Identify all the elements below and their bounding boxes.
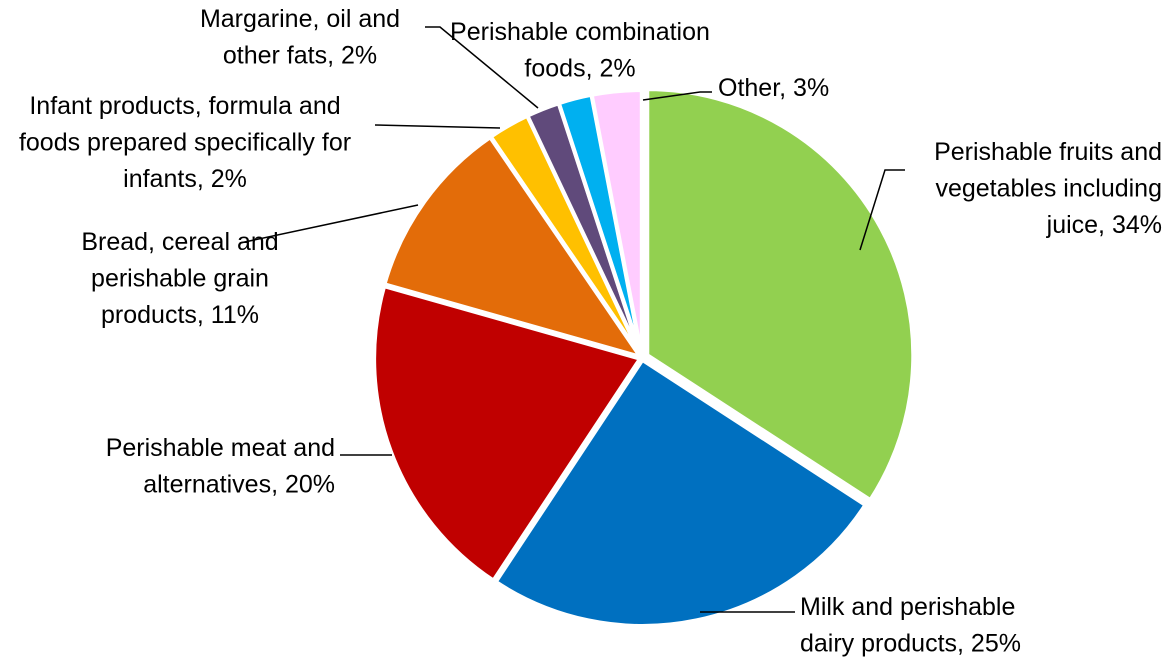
data-label-line: dairy products, 25%	[800, 630, 1021, 658]
data-label-infant-products-formula-and-foods-prepared-specifically-for-infants: Infant products, formula and foods prepar…	[19, 92, 351, 193]
data-label-line: other fats, 2%	[223, 42, 377, 70]
data-label-line: Infant products, formula and	[29, 92, 340, 120]
data-label-margarine-oil-and-other-fats: Margarine, oil and other fats, 2%	[200, 5, 400, 70]
data-label-line: Milk and perishable	[800, 593, 1015, 621]
data-label-line: alternatives, 20%	[143, 471, 335, 499]
data-label-line: perishable grain	[91, 265, 269, 293]
slice-other	[589, 88, 644, 359]
data-label-line: Other, 3%	[718, 74, 829, 102]
data-label-milk-and-perishable-dairy-products: Milk and perishable dairy products, 25%	[800, 593, 1021, 658]
leader-line-infant-products-formula-and-foods-prepared-specifically-for-infants	[374, 124, 501, 129]
data-label-line: products, 11%	[101, 301, 259, 329]
data-label-perishable-fruits-and-vegetables-including-juice: Perishable fruits and vegetables includin…	[934, 138, 1162, 239]
data-label-line: vegetables including	[935, 175, 1162, 203]
data-label-line: Margarine, oil and	[200, 5, 400, 33]
data-label-other: Other, 3%	[718, 74, 829, 102]
data-label-bread-cereal-and-perishable-grain-products: Bread, cereal and perishable grain product…	[81, 228, 278, 329]
leader-line-other	[642, 91, 712, 101]
slice-bread-cereal-and-perishable-grain-products	[382, 135, 643, 359]
data-label-line: Perishable fruits and	[934, 138, 1162, 166]
leader-line-bread-cereal-and-perishable-grain-products	[239, 204, 419, 244]
data-label-line: Perishable meat and	[106, 434, 335, 462]
data-label-line: infants, 2%	[123, 165, 247, 193]
leader-line-perishable-fruits-and-vegetables-including-juice	[859, 169, 905, 251]
leader-line-margarine-oil-and-other-fats	[425, 26, 539, 109]
data-label-line: foods prepared specifically for	[19, 129, 351, 157]
data-label-perishable-meat-and-alternatives: Perishable meat and alternatives, 20%	[106, 434, 335, 499]
data-label-line: Perishable combination	[450, 18, 710, 46]
slice-perishable-meat-and-alternatives	[372, 284, 643, 583]
data-label-line: juice, 34%	[1046, 211, 1162, 239]
slice-milk-and-perishable-dairy-products	[493, 357, 868, 628]
data-label-line: Bread, cereal and	[81, 228, 278, 256]
slice-perishable-fruits-and-vegetables-including-juice	[645, 87, 916, 503]
data-label-perishable-combination-foods: Perishable combination foods, 2%	[450, 18, 710, 83]
data-label-line: foods, 2%	[524, 55, 635, 83]
